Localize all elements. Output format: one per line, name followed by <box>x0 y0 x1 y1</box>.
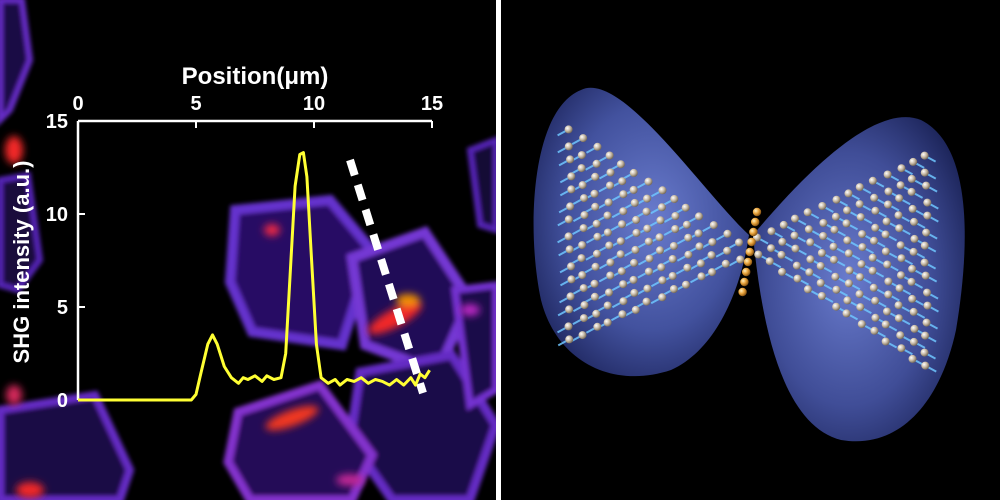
shg-chart: 0 5 10 15 0 5 10 15 Position(μm) SHG intensity… <box>0 0 496 500</box>
atom-network <box>564 125 932 370</box>
y-tick-label: 0 <box>57 390 68 412</box>
shg-intensity-map <box>0 0 496 500</box>
x-axis-ticks: 0 5 10 15 <box>72 93 443 128</box>
x-tick-label: 15 <box>421 93 443 115</box>
y-tick-label: 5 <box>57 297 68 319</box>
y-axis-ticks: 0 5 10 15 <box>46 111 85 412</box>
panel-divider <box>496 0 501 500</box>
x-tick-label: 5 <box>190 93 201 115</box>
y-tick-label: 15 <box>46 111 68 133</box>
atomic-lattice <box>557 125 939 373</box>
molecular-model-illustration <box>533 87 965 442</box>
molecular-model-panel <box>501 0 1000 500</box>
x-tick-label: 10 <box>303 93 325 115</box>
y-axis-label: SHG intensity (a.u.) <box>9 161 34 364</box>
x-tick-label: 0 <box>72 93 83 115</box>
x-axis-label: Position(μm) <box>182 63 329 90</box>
y-tick-label: 10 <box>46 204 68 226</box>
chart-series-layer <box>78 151 431 402</box>
series-line <box>78 151 431 402</box>
shg-chart-panel: 0 5 10 15 0 5 10 15 Position(μm) SHG intensity… <box>0 0 496 500</box>
white-dashed-scan-line <box>346 158 427 395</box>
